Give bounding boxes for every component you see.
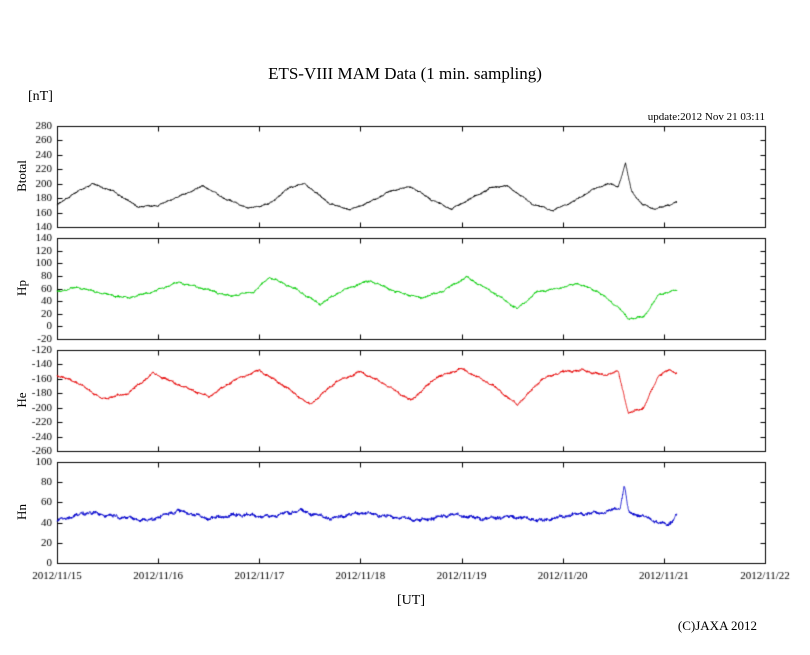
update-timestamp: update:2012 Nov 21 03:11 [647, 111, 765, 123]
panel-label-btotal: Btotal [14, 160, 29, 192]
chart-title: ETS-VIII MAM Data (1 min. sampling) [268, 64, 542, 83]
y-axis-unit-label: [nT] [28, 89, 53, 104]
panel-label-he: He [14, 392, 29, 408]
copyright-credit: (C)JAXA 2012 [677, 618, 757, 633]
panel-label-hp: Hp [14, 280, 29, 296]
panel-label-hn: Hn [14, 504, 29, 520]
x-axis-label: [UT] [397, 593, 425, 608]
